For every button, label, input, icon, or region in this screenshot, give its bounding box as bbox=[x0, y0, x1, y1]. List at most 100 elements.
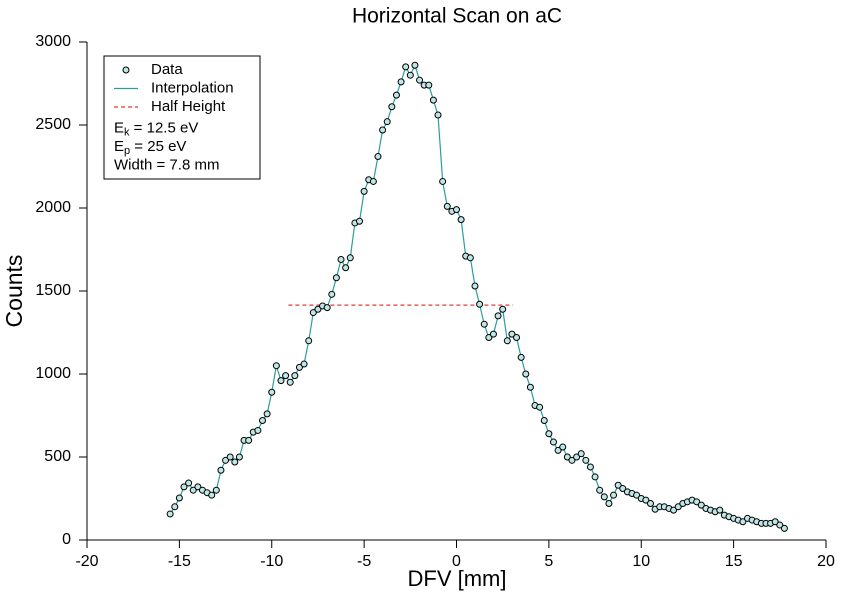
data-point bbox=[309, 309, 317, 317]
y-tick-label: 1500 bbox=[35, 282, 71, 299]
data-point bbox=[185, 479, 193, 487]
data-point bbox=[429, 96, 437, 104]
data-point bbox=[166, 510, 174, 518]
annotation-subscript: p bbox=[124, 145, 130, 157]
data-point bbox=[286, 378, 294, 386]
data-point bbox=[693, 498, 701, 506]
data-point bbox=[670, 506, 678, 514]
annotation-text: Width = 7.8 mm bbox=[114, 156, 219, 173]
data-point bbox=[342, 264, 350, 272]
data-point bbox=[697, 501, 705, 509]
data-point bbox=[360, 187, 368, 195]
data-point bbox=[332, 274, 340, 282]
data-point bbox=[563, 453, 571, 461]
data-point bbox=[582, 456, 590, 464]
data-point bbox=[610, 491, 618, 499]
data-point bbox=[642, 496, 650, 504]
data-point bbox=[268, 388, 276, 396]
data-point bbox=[573, 453, 581, 461]
y-tick-label: 1000 bbox=[35, 365, 71, 382]
data-point bbox=[277, 377, 285, 385]
data-point bbox=[388, 103, 396, 111]
data-point bbox=[540, 416, 548, 424]
data-point bbox=[457, 216, 465, 224]
data-point bbox=[674, 503, 682, 511]
data-point bbox=[282, 372, 290, 380]
data-point bbox=[328, 290, 336, 298]
data-point bbox=[633, 491, 641, 499]
data-point bbox=[489, 330, 497, 338]
data-point bbox=[356, 217, 364, 225]
data-point bbox=[591, 473, 599, 481]
x-tick-label: -5 bbox=[357, 553, 371, 570]
data-point bbox=[189, 486, 197, 494]
data-point bbox=[596, 486, 604, 494]
data-point bbox=[383, 118, 391, 126]
data-point bbox=[443, 202, 451, 210]
data-point bbox=[254, 426, 262, 434]
y-tick-label: 2000 bbox=[35, 199, 71, 216]
x-tick-label: 10 bbox=[632, 553, 650, 570]
data-point bbox=[536, 403, 544, 411]
data-point bbox=[305, 337, 313, 345]
data-point bbox=[374, 153, 382, 161]
annotation: Ep = 25 eV bbox=[114, 138, 186, 157]
data-point bbox=[406, 71, 414, 79]
data-point bbox=[776, 521, 784, 529]
data-point bbox=[416, 76, 424, 84]
annotation-text: E bbox=[114, 119, 124, 136]
data-point bbox=[614, 481, 622, 489]
x-tick-label: -10 bbox=[260, 553, 283, 570]
data-point bbox=[771, 518, 779, 526]
data-point bbox=[434, 111, 442, 119]
annotation: Width = 7.8 mm bbox=[114, 156, 219, 173]
data-point bbox=[466, 254, 474, 262]
data-point bbox=[180, 483, 188, 491]
data-point bbox=[346, 254, 354, 262]
data-point bbox=[780, 524, 788, 532]
x-tick-label: 15 bbox=[725, 553, 743, 570]
data-point bbox=[212, 486, 220, 494]
legend-label: Interpolation bbox=[151, 79, 234, 96]
y-tick-label: 0 bbox=[62, 531, 71, 548]
data-point bbox=[739, 518, 747, 526]
x-tick-label: -20 bbox=[75, 553, 98, 570]
data-point bbox=[425, 81, 433, 89]
data-point bbox=[397, 78, 405, 86]
data-point bbox=[291, 372, 299, 380]
y-tick-label: 2500 bbox=[35, 116, 71, 133]
data-point bbox=[522, 370, 530, 378]
data-point bbox=[485, 333, 493, 341]
data-point bbox=[222, 456, 230, 464]
annotation-text: = 25 eV bbox=[130, 138, 186, 155]
annotation-text: = 12.5 eV bbox=[130, 119, 199, 136]
data-point bbox=[568, 456, 576, 464]
data-point bbox=[402, 63, 410, 71]
data-point bbox=[208, 491, 216, 499]
data-point bbox=[295, 363, 303, 371]
data-point bbox=[600, 493, 608, 501]
annotation-subscript: k bbox=[124, 126, 130, 138]
data-point bbox=[217, 466, 225, 474]
data-point bbox=[494, 312, 502, 320]
data-point bbox=[526, 383, 534, 391]
data-point bbox=[314, 305, 322, 313]
y-axis-label: Counts bbox=[1, 255, 27, 328]
data-point bbox=[559, 443, 567, 451]
data-point bbox=[619, 485, 627, 493]
data-point bbox=[411, 61, 419, 69]
data-point bbox=[554, 446, 562, 454]
data-point bbox=[517, 353, 525, 361]
interpolation-line bbox=[169, 63, 785, 529]
data-point bbox=[577, 450, 585, 458]
x-axis-label: DFV [mm] bbox=[408, 566, 507, 591]
data-point bbox=[646, 499, 654, 507]
data-point bbox=[323, 304, 331, 312]
data-point bbox=[337, 255, 345, 263]
data-point bbox=[499, 305, 507, 313]
data-point bbox=[439, 177, 447, 185]
data-point bbox=[272, 362, 280, 370]
data-point bbox=[245, 436, 253, 444]
data-point bbox=[480, 320, 488, 328]
data-point bbox=[453, 206, 460, 214]
